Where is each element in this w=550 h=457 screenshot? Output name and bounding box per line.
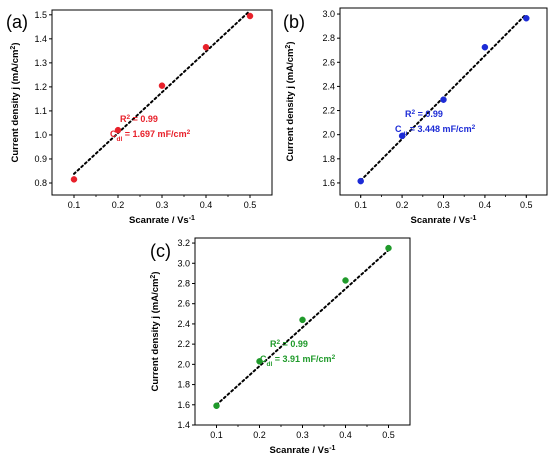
y-tick-label: 1.1 [34, 106, 47, 116]
y-tick-label: 1.6 [322, 178, 335, 188]
y-tick-label: 1.5 [34, 10, 47, 20]
data-point [256, 358, 263, 365]
chart-panel-b: 0.1 0.2 0.3 0.4 0.5 1.6 1.8 2.0 2.2 2.4 2.6 2.8 3.0 S… [283, 7, 548, 227]
data-point [357, 177, 364, 185]
x-tick-label: 0.4 [200, 200, 213, 210]
x-tick-label: 0.3 [437, 200, 450, 210]
x-axis-label: Scanrate / Vs-1 [411, 215, 477, 227]
chart-panel-a: 0.1 0.2 0.3 0.4 0.5 0.8 0.9 1.0 1.1 1.2 1.3 1.4 1.5 S… [6, 9, 273, 227]
panel-label: (b) [283, 12, 305, 32]
linear-fit-line [73, 9, 251, 175]
data-point [440, 96, 447, 103]
y-axis-label: Current density j (mA/cm2) [150, 271, 162, 391]
data-point [299, 316, 306, 324]
x-tick-label: 0.5 [244, 200, 257, 210]
y-tick-label: 3.0 [322, 9, 335, 19]
y-tick-label: 2.2 [322, 106, 335, 116]
x-tick-label: 0.2 [112, 200, 125, 210]
x-tick-label: 0.4 [339, 430, 352, 440]
x-tick-label: 0.1 [68, 200, 81, 210]
data-point [213, 402, 220, 410]
y-tick-label: 2.6 [177, 299, 190, 309]
x-tick-label: 0.2 [396, 200, 409, 210]
y-tick-label: 1.6 [177, 400, 190, 410]
y-tick-label: 2.4 [177, 319, 190, 329]
data-point [70, 176, 78, 183]
x-tick-label: 0.4 [479, 200, 492, 210]
x-axis-label: Scanrate / Vs-1 [129, 215, 195, 227]
x-tick-label: 0.1 [354, 200, 367, 210]
y-tick-label: 2.2 [177, 339, 190, 349]
data-point [114, 126, 122, 134]
r-squared-annotation: R2 = 0.99 [405, 109, 443, 120]
y-tick-label: 1.4 [177, 420, 190, 430]
data-point [342, 277, 349, 284]
y-tick-label: 2.4 [322, 81, 335, 91]
data-point [398, 132, 406, 140]
panel-label: (c) [150, 241, 171, 261]
y-tick-label: 1.3 [34, 58, 47, 68]
y-tick-label: 1.8 [177, 380, 190, 390]
panel-label: (a) [6, 12, 28, 32]
y-tick-label: 2.0 [322, 130, 335, 140]
y-tick-label: 3.0 [177, 258, 190, 268]
x-tick-label: 0.3 [156, 200, 169, 210]
y-tick-label: 2.8 [322, 33, 335, 43]
y-tick-label: 2.0 [177, 359, 190, 369]
cdl-annotation: Cdl = 1.697 mF/cm2 [110, 129, 191, 143]
y-tick-label: 1.0 [34, 130, 47, 140]
y-tick-label: 2.8 [177, 278, 190, 288]
y-tick-label: 3.2 [177, 238, 190, 248]
x-tick-label: 0.3 [296, 430, 309, 440]
data-point [202, 43, 210, 51]
r-squared-annotation: R2 = 0.99 [120, 114, 158, 125]
y-tick-label: 0.8 [34, 178, 47, 188]
y-axis-label: Current density j (mA/cm2) [10, 42, 22, 162]
data-point [481, 43, 489, 51]
linear-fit-line [215, 249, 390, 406]
x-axis-label: Scanrate / Vs-1 [270, 445, 336, 457]
plot-frame [194, 237, 411, 426]
plot-frame [51, 9, 273, 196]
data-point [246, 12, 254, 20]
data-point [158, 82, 166, 89]
x-tick-label: 0.1 [210, 430, 223, 440]
data-point [385, 244, 392, 252]
y-tick-label: 2.6 [322, 57, 335, 67]
x-tick-label: 0.5 [520, 200, 533, 210]
x-tick-label: 0.2 [253, 430, 266, 440]
y-tick-label: 1.8 [322, 154, 335, 164]
cdl-annotation: Cdl = 3.448 mF/cm2 [395, 124, 476, 138]
y-axis-label: Current density j (mA/cm2) [285, 41, 297, 161]
y-tick-label: 0.9 [34, 154, 47, 164]
y-tick-label: 1.4 [34, 34, 47, 44]
data-point [523, 15, 530, 22]
r-squared-annotation: R2 = 0.99 [270, 339, 308, 350]
x-tick-label: 0.5 [382, 430, 395, 440]
cdl-annotation: Cdl = 3.91 mF/cm2 [260, 354, 336, 368]
chart-panel-c: 0.1 0.2 0.3 0.4 0.5 1.4 1.6 1.8 2.0 2.2 2.4 2.6 2.8 3… [150, 237, 411, 457]
y-tick-label: 1.2 [34, 82, 47, 92]
